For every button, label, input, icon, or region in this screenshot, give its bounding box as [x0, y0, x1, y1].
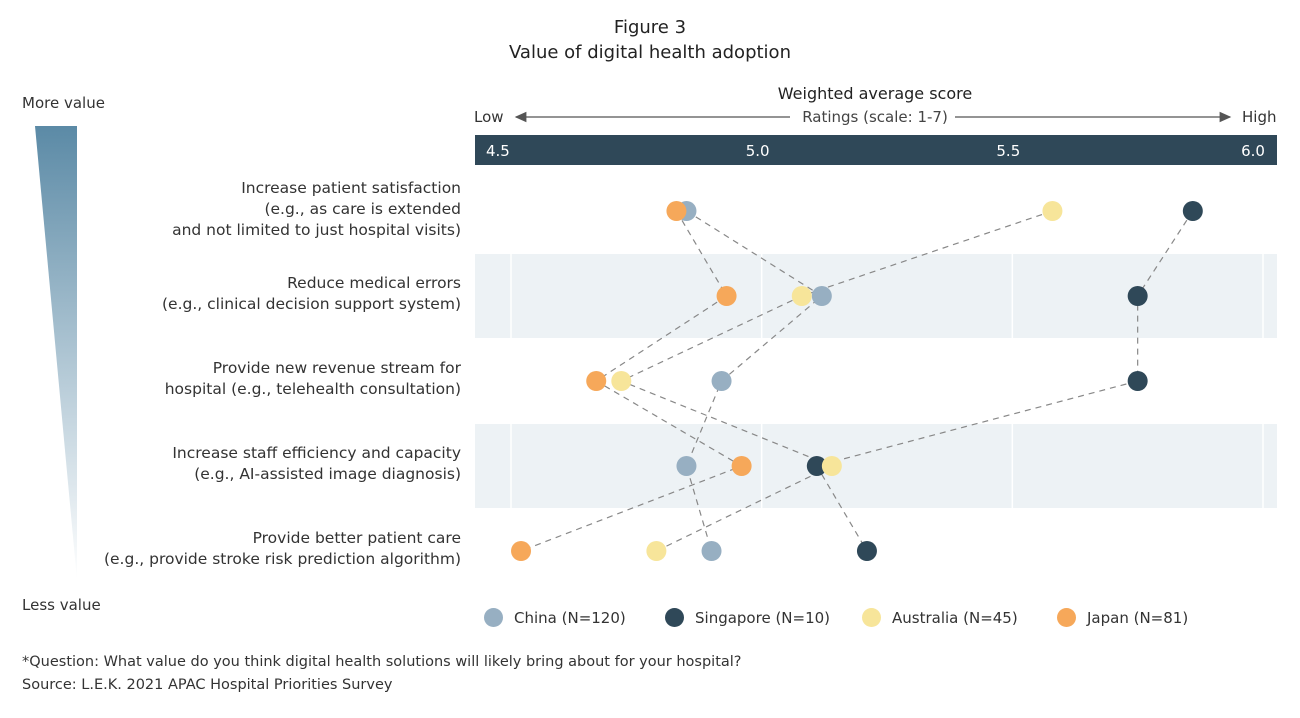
legend-swatch	[862, 608, 881, 627]
category-label: Provide better patient care (e.g., provid…	[104, 528, 461, 570]
data-point	[1182, 201, 1203, 221]
series-connector-line	[815, 210, 1194, 552]
data-point	[1042, 201, 1063, 221]
source-note: Source: L.E.K. 2021 APAC Hospital Priori…	[22, 677, 393, 693]
category-label-line: (e.g., as care is extended	[264, 199, 461, 218]
x-axis-title: Weighted average score	[777, 84, 973, 103]
data-point	[611, 371, 632, 391]
category-label-line: and not limited to just hospital visits)	[172, 220, 461, 239]
category-label-line: hospital (e.g., telehealth consultation)	[164, 380, 461, 398]
data-point	[646, 541, 667, 561]
legend-item: China (N=120)	[484, 608, 626, 627]
data-point	[821, 456, 842, 476]
data-point	[731, 456, 752, 476]
category-label-line: (e.g., AI-assisted image diagnosis)	[194, 465, 461, 483]
legend-item: Singapore (N=10)	[665, 608, 830, 627]
category-label-line: Increase staff efficiency and capacity	[172, 444, 461, 462]
legend-label: Japan (N=81)	[1087, 608, 1189, 627]
data-point	[711, 371, 732, 391]
data-point	[791, 286, 812, 306]
legend-label: Singapore (N=10)	[695, 608, 831, 627]
legend-item: Australia (N=45)	[862, 608, 1018, 627]
low-label: Low	[474, 108, 504, 126]
category-label-line: (e.g., clinical decision support system)	[162, 295, 461, 313]
x-tick-label: 5.5	[996, 142, 1020, 160]
category-label: Reduce medical errors (e.g., clinical dec…	[162, 273, 461, 315]
less-value-label: Less value	[22, 596, 101, 614]
footnote: *Question: What value do you think digit…	[22, 654, 742, 670]
figure-number: Figure 3	[613, 17, 687, 38]
high-label: High	[1242, 108, 1277, 126]
category-label-line: (e.g., provide stroke risk prediction al…	[103, 550, 461, 568]
more-value-label: More value	[22, 94, 105, 112]
figure-title: Value of digital health adoption	[509, 42, 791, 63]
category-label: Increase staff efficiency and capacity (e…	[172, 443, 461, 485]
category-label-line: Provide new revenue stream for	[212, 359, 461, 377]
x-tick-label: 5.0	[746, 142, 770, 160]
data-point	[676, 456, 697, 476]
data-point	[1127, 286, 1148, 306]
data-point	[1127, 371, 1148, 391]
data-point	[856, 541, 877, 561]
category-label-line: Increase patient satisfaction	[241, 178, 461, 197]
row-band	[475, 424, 1277, 508]
scale-note: Ratings (scale: 1-7)	[802, 108, 948, 126]
x-tick-label: 6.0	[1241, 142, 1265, 160]
category-label: Increase patient satisfaction (e.g., as c…	[172, 178, 461, 241]
category-label: Provide new revenue stream for hospital (…	[165, 358, 461, 400]
legend-item: Japan (N=81)	[1057, 608, 1188, 627]
legend-swatch	[665, 608, 684, 627]
category-label-line: Reduce medical errors	[287, 274, 461, 292]
legend-label: China (N=120)	[514, 608, 626, 627]
data-point	[511, 541, 532, 561]
data-point	[701, 541, 722, 561]
legend-label: Australia (N=45)	[892, 608, 1018, 627]
data-point	[806, 456, 827, 476]
value-gradient-wedge	[35, 126, 77, 580]
data-point	[666, 201, 687, 221]
legend-swatch	[484, 608, 503, 627]
axis-header-bar	[475, 135, 1277, 165]
data-point	[586, 371, 607, 391]
data-point	[716, 286, 737, 306]
category-label-line: Provide better patient care	[252, 529, 461, 547]
x-tick-label: 4.5	[486, 142, 510, 160]
legend-swatch	[1057, 608, 1076, 627]
data-point	[811, 286, 832, 306]
